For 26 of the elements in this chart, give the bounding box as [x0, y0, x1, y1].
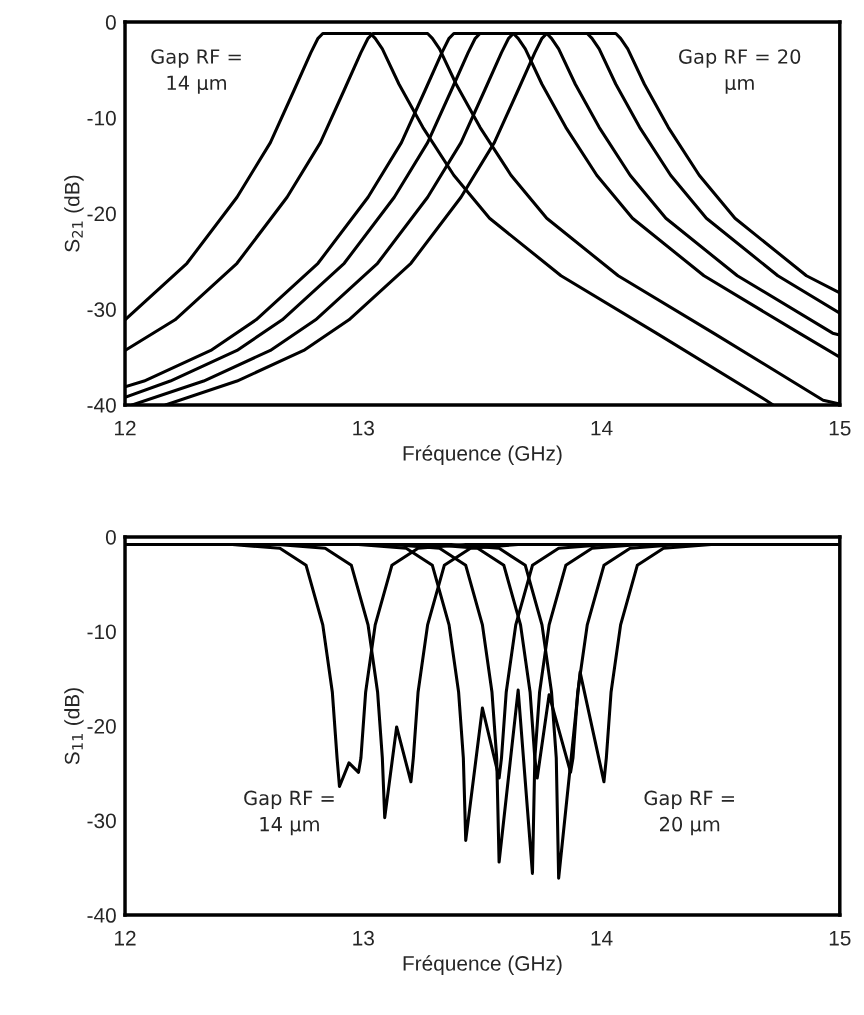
y-tick-label: -10 [87, 110, 116, 126]
annotation: Gap RF = 20 µm [679, 49, 801, 94]
x-tick-label: 15 [829, 421, 851, 436]
y-tick-label: -30 [87, 813, 116, 829]
x-tick-label: 15 [829, 931, 851, 946]
y-tick-label: -30 [87, 302, 116, 317]
y-tick-label: -40 [87, 397, 116, 413]
x-tick-label: 13 [353, 930, 374, 946]
x-tick-label: 14 [591, 421, 613, 436]
x-axis-title: Fréquence (GHz) [403, 955, 562, 975]
y-tick-label: 0 [105, 529, 116, 545]
y-tick-label: -20 [87, 718, 116, 734]
y-tick-label: -10 [87, 624, 116, 640]
x-axis-title: Fréquence (GHz) [403, 445, 562, 465]
x-tick-label: 12 [115, 930, 136, 946]
x-tick-label: 13 [353, 420, 374, 436]
y-axis-title: S$_{21}$ (dB) [64, 175, 84, 252]
x-tick-label: 14 [591, 931, 613, 946]
annotation: Gap RF = 14 µm [244, 790, 334, 836]
annotation: Gap RF = 20 µm [644, 790, 734, 836]
y-tick-label: 0 [105, 15, 116, 30]
x-tick-label: 12 [115, 420, 136, 436]
y-axis-title: S$_{11}$ (dB) [64, 688, 84, 765]
y-tick-label: -20 [87, 206, 116, 222]
annotation: Gap RF = 14 µm [151, 49, 241, 94]
y-tick-label: -40 [87, 908, 116, 923]
